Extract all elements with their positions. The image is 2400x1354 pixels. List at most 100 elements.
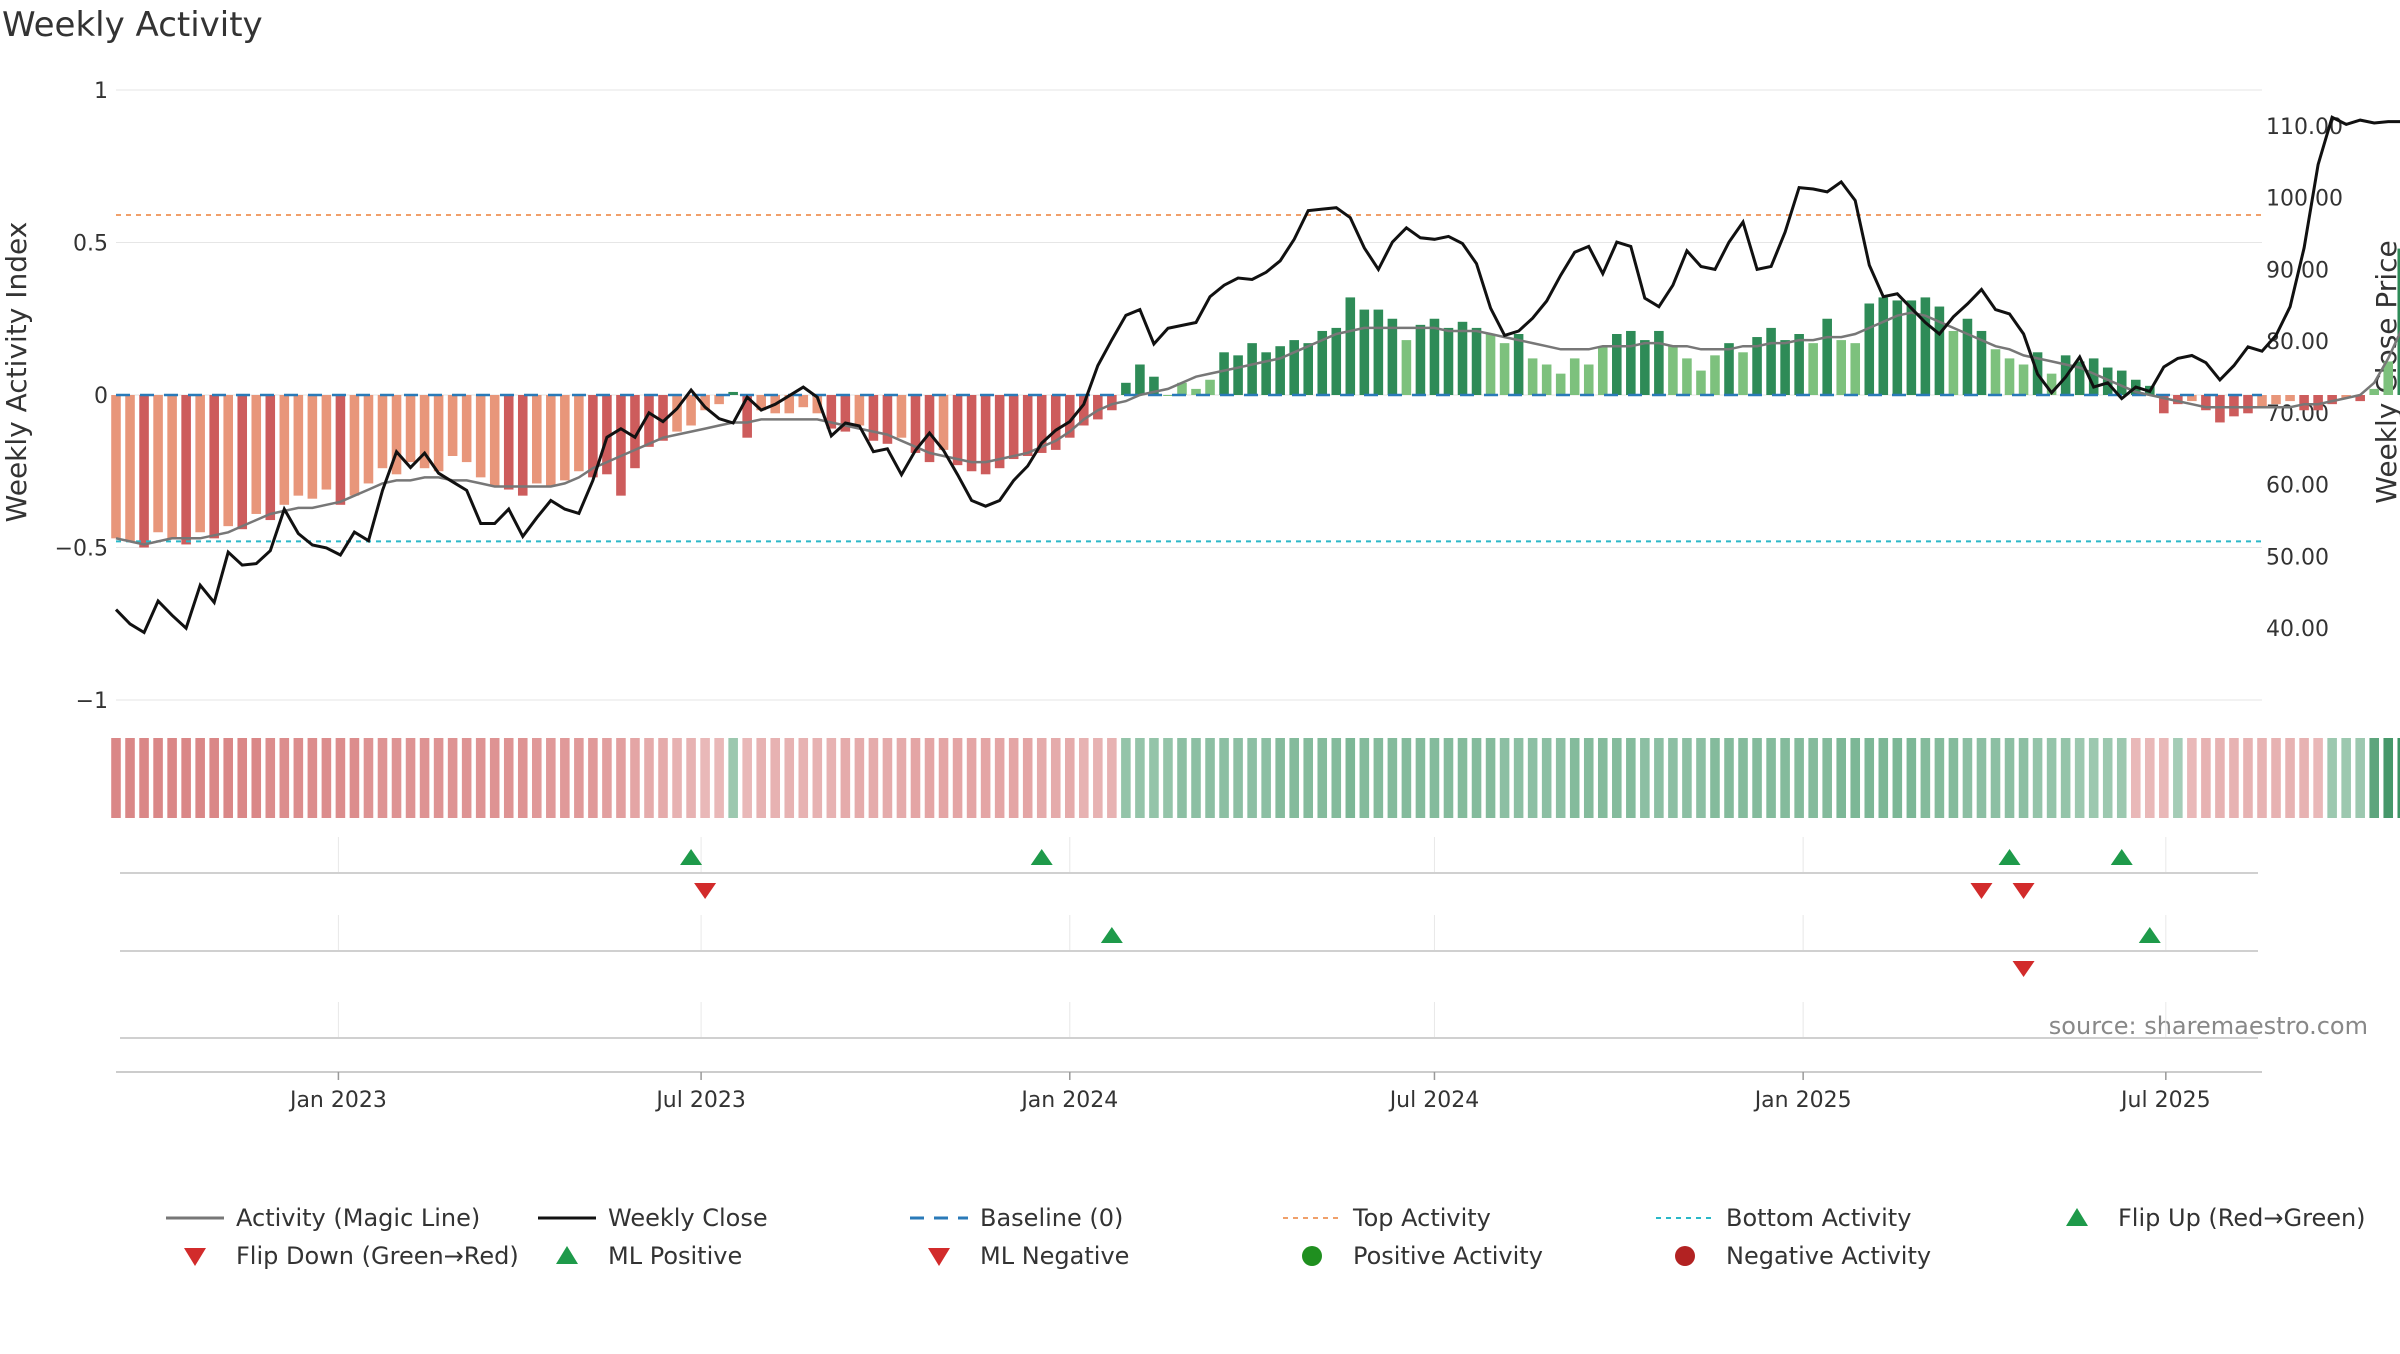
regime-strip-cell: [335, 738, 346, 818]
flip-down-marker: [694, 883, 717, 899]
x-tick-label: Jul 2023: [654, 1088, 746, 1113]
activity-bar: [1724, 343, 1734, 395]
activity-bar: [700, 395, 710, 411]
regime-strip-cell: [1022, 738, 1033, 818]
regime-strip-cell: [686, 738, 696, 818]
activity-bar: [784, 395, 795, 414]
regime-strip-cell: [1008, 738, 1019, 818]
regime-strip-cell: [2102, 738, 2113, 818]
activity-bar: [1513, 334, 1524, 395]
activity-bar: [588, 395, 598, 478]
activity-bar: [1261, 352, 1271, 395]
activity-bar: [1499, 343, 1510, 395]
regime-strip-cell: [784, 738, 795, 818]
regime-strip-cell: [938, 738, 949, 818]
activity-bar: [854, 395, 865, 426]
activity-bar: [1107, 395, 1117, 411]
regime-strip-cell: [2397, 738, 2400, 818]
regime-strip-cell: [2046, 738, 2057, 818]
regime-strip-cell: [1976, 738, 1987, 818]
activity-bar: [742, 395, 752, 438]
flip-up-marker: [1998, 849, 2021, 865]
activity-bar: [1373, 309, 1384, 395]
activity-bar: [952, 395, 963, 466]
regime-strip-cell: [1766, 738, 1776, 818]
regime-strip-cell: [1724, 738, 1734, 818]
regime-strip-cell: [405, 738, 416, 818]
regime-strip-cell: [1401, 738, 1412, 818]
regime-strip-cell: [363, 738, 374, 818]
regime-strip-cell: [742, 738, 752, 818]
activity-bar: [1920, 297, 1931, 395]
activity-bar: [1892, 300, 1903, 395]
activity-bar: [1626, 330, 1636, 395]
activity-bar: [1710, 355, 1720, 395]
regime-strip-cell: [1612, 738, 1622, 818]
regime-strip-cell: [2369, 738, 2379, 818]
regime-strip-cell: [2116, 738, 2127, 818]
y-tick-label: −0.5: [55, 537, 108, 562]
regime-strip-cell: [1317, 738, 1328, 818]
regime-strip-cell: [223, 738, 233, 818]
x-tick-label: Jan 2024: [1019, 1088, 1118, 1113]
regime-strip-cell: [1668, 738, 1678, 818]
activity-bar: [2243, 395, 2253, 414]
activity-bar: [924, 395, 935, 463]
activity-bar: [1948, 330, 1959, 395]
activity-bar: [1275, 346, 1285, 395]
activity-bar: [1149, 376, 1159, 395]
flip-up-marker: [680, 849, 703, 865]
regime-strip-cell: [2018, 738, 2029, 818]
activity-bar: [1064, 395, 1075, 438]
regime-strip-cell: [994, 738, 1005, 818]
activity-bar: [1962, 318, 1973, 395]
regime-strip-cell: [1948, 738, 1959, 818]
regime-strip-cell: [700, 738, 710, 818]
activity-bar: [2355, 395, 2365, 402]
regime-strip-cell: [377, 738, 388, 818]
regime-strip-cell: [1878, 738, 1889, 818]
regime-strip-cell: [980, 738, 991, 818]
activity-bar: [209, 395, 219, 539]
regime-strip-cell: [966, 738, 977, 818]
activity-bar: [1541, 364, 1552, 395]
regime-strip-cell: [630, 738, 640, 818]
activity-bar: [335, 395, 346, 505]
regime-strip-cell: [658, 738, 668, 818]
activity-bar: [1640, 340, 1650, 395]
activity-bar: [1864, 303, 1875, 395]
regime-strip-cell: [195, 738, 205, 818]
regime-strip-cell: [560, 738, 570, 818]
regime-strip-cell: [2229, 738, 2239, 818]
activity-bar: [658, 395, 668, 441]
activity-bar: [265, 395, 276, 521]
regime-strip-cell: [461, 738, 472, 818]
regime-strip-cell: [868, 738, 879, 818]
regime-strip-cell: [475, 738, 486, 818]
activity-bar: [1752, 337, 1762, 395]
legend-swatch-ml-negative: [928, 1248, 950, 1266]
activity-bar: [686, 395, 696, 426]
activity-bar: [2018, 364, 2029, 395]
activity-bar: [1990, 349, 2001, 395]
y-tick-label: 1: [94, 79, 108, 104]
regime-strip-cell: [2032, 738, 2043, 818]
regime-strip-cell: [1345, 738, 1356, 818]
activity-bar: [405, 395, 416, 463]
activity-bar: [1079, 395, 1089, 426]
activity-bar: [433, 395, 444, 472]
regime-strip-cell: [349, 738, 360, 818]
regime-strip-cell: [644, 738, 654, 818]
activity-bar: [826, 395, 837, 429]
activity-bar: [447, 395, 458, 456]
regime-strip-cell: [1373, 738, 1384, 818]
activity-bar: [2215, 395, 2225, 423]
regime-strip-cell: [1485, 738, 1496, 818]
regime-strip-cell: [728, 738, 738, 818]
regime-strip-cell: [181, 738, 191, 818]
regime-strip-cell: [952, 738, 963, 818]
activity-bar: [307, 395, 318, 499]
activity-bar: [237, 395, 248, 530]
activity-bar: [181, 395, 191, 545]
